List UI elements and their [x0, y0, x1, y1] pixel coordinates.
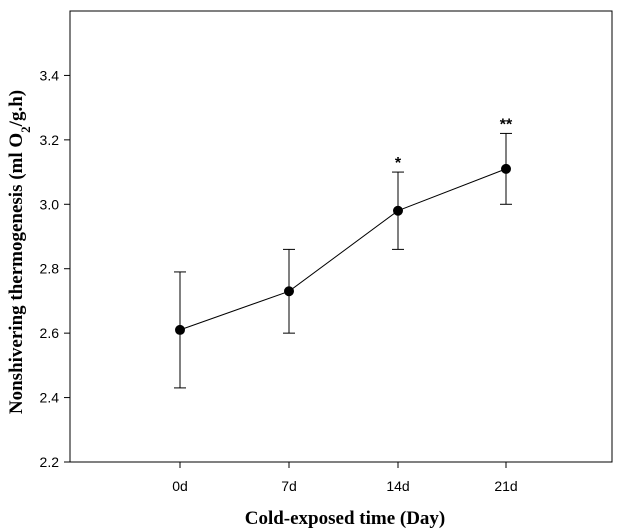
- x-axis-title: Cold-exposed time (Day): [245, 508, 446, 529]
- y-axis-title-main: Nonshivering thermogenesis (ml O: [6, 133, 27, 414]
- significance-marker: **: [500, 116, 513, 133]
- significance-annotations: ***: [395, 116, 513, 172]
- data-point: [393, 205, 403, 216]
- series-line: [179, 168, 507, 331]
- x-axis-ticks: 0d 7d 14d 21d: [172, 462, 518, 494]
- y-tick-label: 2.6: [40, 325, 60, 341]
- y-tick-label: 3.2: [40, 132, 60, 148]
- y-tick-label: 2.2: [40, 454, 60, 470]
- data-point: [175, 324, 185, 335]
- y-tick-label: 2.4: [40, 390, 60, 406]
- data-point: [284, 286, 294, 297]
- y-tick-label: 2.8: [40, 261, 60, 277]
- x-tick-label: 14d: [386, 478, 409, 494]
- x-tick-label: 21d: [494, 478, 517, 494]
- y-axis-title-tail: /g.h): [6, 90, 27, 127]
- plot-frame: [69, 10, 613, 463]
- y-axis-title-subscript: 2: [18, 126, 33, 133]
- data-points: [175, 163, 511, 335]
- y-tick-label: 3.4: [40, 67, 60, 83]
- significance-marker: *: [395, 155, 402, 172]
- data-point: [501, 163, 511, 174]
- y-tick-label: 3.0: [40, 196, 60, 212]
- y-axis-ticks: 2.2 2.4 2.6 2.8 3.0 3.2 3.4: [40, 67, 70, 470]
- x-tick-label: 7d: [281, 478, 297, 494]
- x-tick-label: 0d: [172, 478, 188, 494]
- y-axis-title: Nonshivering thermogenesis (ml O2/g.h): [6, 90, 33, 414]
- error-bars: [174, 132, 512, 389]
